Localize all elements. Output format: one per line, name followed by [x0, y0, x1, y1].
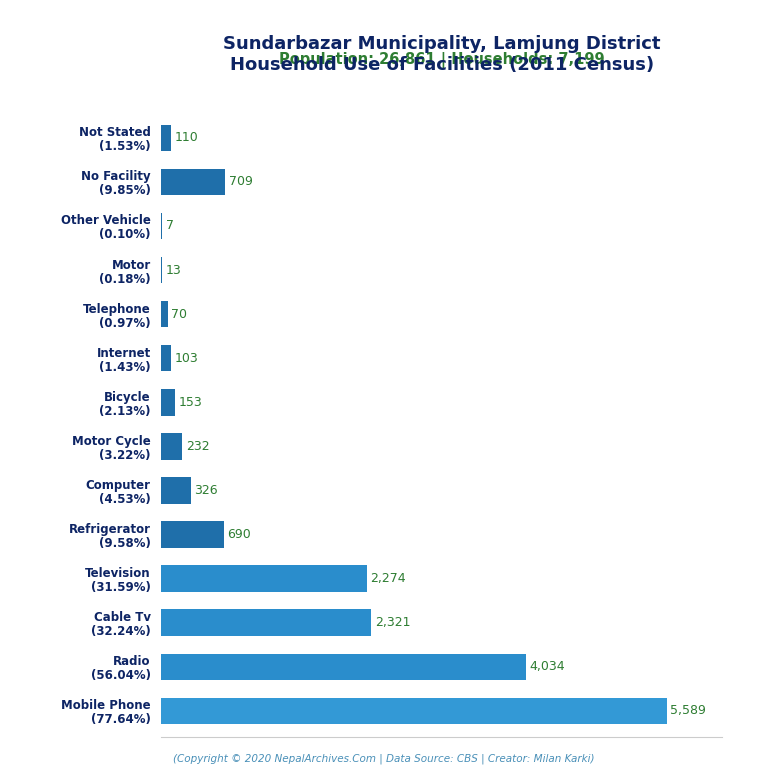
Text: 110: 110 [175, 131, 199, 144]
Text: (Copyright © 2020 NepalArchives.Com | Data Source: CBS | Creator: Milan Karki): (Copyright © 2020 NepalArchives.Com | Da… [174, 753, 594, 764]
Bar [161, 521, 223, 548]
Text: 326: 326 [194, 484, 218, 497]
Bar [161, 477, 190, 504]
Text: 2,321: 2,321 [375, 616, 410, 629]
Bar [161, 697, 667, 724]
Text: 5,589: 5,589 [670, 704, 706, 717]
Text: 70: 70 [171, 308, 187, 320]
Bar [161, 345, 170, 372]
Text: 232: 232 [186, 440, 210, 453]
Bar [161, 124, 171, 151]
Bar [161, 301, 167, 327]
Bar [161, 169, 225, 195]
Bar [161, 389, 175, 415]
Text: 709: 709 [229, 175, 253, 188]
Text: 103: 103 [174, 352, 198, 365]
Bar [161, 433, 182, 459]
Text: 13: 13 [166, 263, 182, 276]
Title: Sundarbazar Municipality, Lamjung District
Household Use of Facilities (2011 Cen: Sundarbazar Municipality, Lamjung Distri… [223, 35, 660, 74]
Text: Population: 26,861 | Households: 7,199: Population: 26,861 | Households: 7,199 [279, 51, 604, 68]
Bar [161, 565, 367, 592]
Bar [161, 610, 371, 636]
Bar [161, 654, 526, 680]
Bar [161, 257, 163, 283]
Text: 4,034: 4,034 [530, 660, 565, 674]
Text: 153: 153 [179, 396, 203, 409]
Text: 690: 690 [227, 528, 251, 541]
Text: 7: 7 [166, 220, 174, 233]
Text: 2,274: 2,274 [370, 572, 406, 585]
